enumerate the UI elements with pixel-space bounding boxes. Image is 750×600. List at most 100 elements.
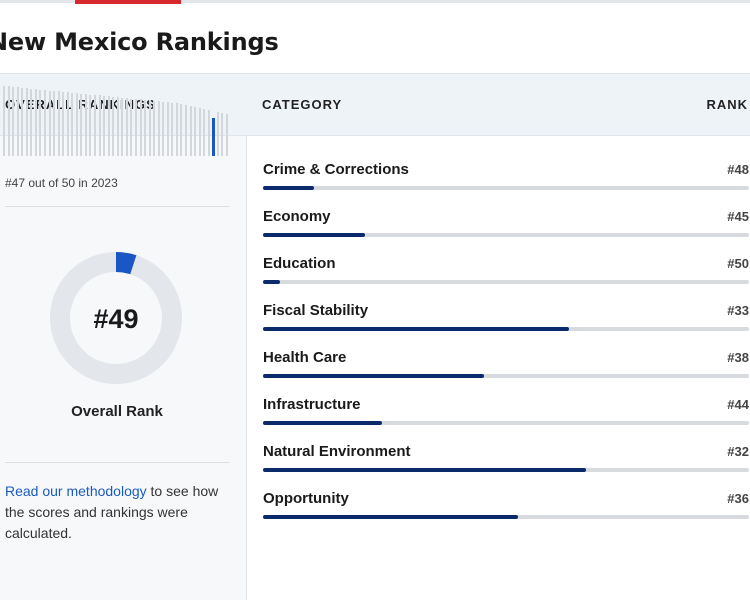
state-bar — [130, 98, 133, 156]
state-bar — [144, 99, 147, 156]
rank-progress-fill — [263, 468, 587, 472]
state-bar — [66, 92, 69, 156]
rank-progress-fill — [263, 280, 280, 284]
overall-rank-value: #49 — [93, 304, 139, 334]
state-bar — [21, 87, 24, 156]
category-name[interactable]: Natural Environment — [263, 443, 411, 460]
state-bar — [94, 94, 96, 156]
state-bar — [221, 112, 224, 156]
state-bar — [175, 103, 178, 156]
state-bar — [75, 93, 78, 156]
state-bar — [103, 95, 106, 156]
rank-caption: #47 out of 50 in 2023 — [5, 176, 118, 190]
state-bar — [7, 86, 10, 156]
rank-progress-track — [263, 374, 749, 378]
state-bar — [225, 114, 228, 156]
rank-progress-fill — [263, 327, 570, 331]
state-bar — [148, 100, 151, 156]
category-table-header: CATEGORY RANK — [246, 73, 750, 136]
methodology-link[interactable]: Read our methodology — [5, 483, 147, 499]
state-bar — [43, 90, 46, 156]
state-bar — [198, 107, 201, 156]
methodology-text: to see how the scores and rankings were … — [5, 483, 219, 541]
active-tab-indicator — [75, 0, 181, 4]
state-bar — [194, 106, 197, 156]
rank-progress-track — [263, 468, 749, 472]
donut-arc — [50, 252, 182, 384]
state-bar — [134, 99, 137, 156]
category-name[interactable]: Health Care — [263, 349, 347, 366]
state-bar — [139, 99, 142, 156]
rank-progress-fill — [263, 374, 485, 378]
state-bar-highlighted — [212, 118, 216, 156]
page-title: New Mexico Rankings — [0, 28, 279, 56]
state-bar — [84, 94, 87, 156]
state-bar — [34, 89, 37, 156]
state-bar — [121, 97, 124, 156]
state-bar — [57, 91, 60, 156]
state-bar — [71, 92, 74, 156]
category-name[interactable]: Opportunity — [263, 490, 349, 507]
overall-rank-label: Overall Rank — [71, 403, 163, 420]
state-bar — [3, 86, 5, 156]
category-row[interactable]: Infrastructure #44 — [263, 396, 749, 443]
category-name[interactable]: Education — [263, 255, 336, 272]
category-rank: #36 — [727, 491, 749, 506]
category-row[interactable]: Opportunity #36 — [263, 490, 749, 537]
category-row[interactable]: Economy #45 — [263, 208, 749, 255]
category-row[interactable]: Natural Environment #32 — [263, 443, 749, 490]
state-bar — [80, 93, 83, 156]
divider — [5, 462, 230, 463]
state-bar — [25, 88, 28, 156]
state-bar — [48, 90, 51, 156]
methodology-note: Read our methodology to see how the scor… — [5, 481, 230, 544]
rank-progress-track — [263, 280, 749, 284]
state-bar — [153, 100, 156, 156]
category-name[interactable]: Infrastructure — [263, 396, 361, 413]
category-row[interactable]: Fiscal Stability #33 — [263, 302, 749, 349]
state-bar — [207, 109, 210, 156]
category-row[interactable]: Education #50 — [263, 255, 749, 302]
category-rank: #45 — [727, 209, 749, 224]
state-bar — [89, 94, 92, 156]
state-bar — [180, 103, 183, 156]
state-bar — [166, 102, 169, 156]
category-row[interactable]: Crime & Corrections #48 — [263, 161, 749, 208]
rank-progress-track — [263, 233, 749, 237]
category-rank: #50 — [727, 256, 749, 271]
state-bar — [30, 88, 33, 156]
rank-progress-track — [263, 515, 749, 519]
category-rank-list: Crime & Corrections #48 Economy #45 Educatio… — [263, 161, 749, 537]
state-bar — [62, 91, 65, 156]
category-rank: #38 — [727, 350, 749, 365]
state-bar — [216, 111, 219, 156]
state-bar — [162, 101, 165, 156]
rank-progress-track — [263, 186, 749, 190]
category-rank: #48 — [727, 162, 749, 177]
state-bar — [107, 96, 110, 156]
category-row[interactable]: Health Care #38 — [263, 349, 749, 396]
state-bar — [12, 86, 15, 156]
state-bar — [125, 98, 128, 156]
rank-column-header: RANK — [706, 97, 748, 112]
category-rank: #44 — [727, 397, 749, 412]
rank-progress-fill — [263, 421, 383, 425]
category-name[interactable]: Economy — [263, 208, 331, 225]
state-bar — [112, 96, 115, 156]
divider — [5, 206, 230, 207]
state-bar — [16, 87, 19, 156]
state-bar — [39, 89, 42, 156]
rank-progress-fill — [263, 186, 315, 190]
category-name[interactable]: Fiscal Stability — [263, 302, 369, 319]
rank-progress-fill — [263, 233, 366, 237]
state-bar — [171, 102, 174, 156]
top-nav-line — [0, 0, 750, 4]
rank-progress-track — [263, 421, 749, 425]
category-name[interactable]: Crime & Corrections — [263, 161, 409, 178]
rank-progress-fill — [263, 515, 519, 519]
state-bar — [53, 90, 56, 156]
state-bar — [98, 95, 101, 156]
category-rank: #32 — [727, 444, 749, 459]
overall-rank-donut — [50, 252, 182, 384]
state-bar — [116, 97, 119, 156]
